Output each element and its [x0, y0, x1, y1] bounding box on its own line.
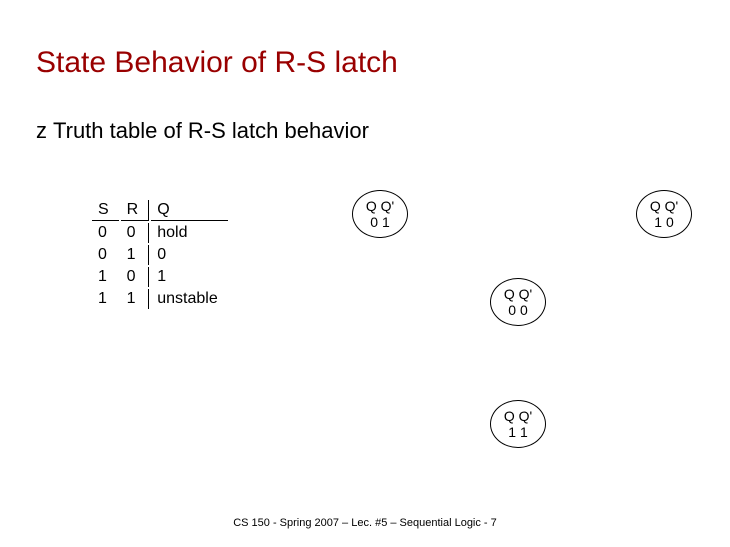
state-label-header: Q Q'	[491, 286, 545, 302]
state-label-header: Q Q'	[491, 408, 545, 424]
cell-r: 1	[121, 289, 150, 309]
cell-q: 0	[151, 245, 228, 265]
state-label-value: 1 1	[491, 424, 545, 440]
table-row: 1 1 unstable	[92, 289, 228, 309]
cell-r: 1	[121, 245, 150, 265]
header-r: R	[121, 200, 150, 221]
state-node-00: Q Q' 0 0	[490, 278, 546, 326]
bullet-line: zTruth table of R-S latch behavior	[36, 118, 369, 144]
cell-s: 1	[92, 289, 119, 309]
state-label-value: 1 0	[637, 214, 691, 230]
cell-r: 0	[121, 223, 150, 243]
cell-q: hold	[151, 223, 228, 243]
table-row: 1 0 1	[92, 267, 228, 287]
bullet-text: Truth table of R-S latch behavior	[53, 118, 369, 143]
cell-r: 0	[121, 267, 150, 287]
table-row: 0 1 0	[92, 245, 228, 265]
state-node-11: Q Q' 1 1	[490, 400, 546, 448]
cell-s: 1	[92, 267, 119, 287]
state-label-header: Q Q'	[353, 198, 407, 214]
table-row: 0 0 hold	[92, 223, 228, 243]
state-node-01: Q Q' 0 1	[352, 190, 408, 238]
table-header-row: S R Q	[92, 200, 228, 221]
state-label-value: 0 0	[491, 302, 545, 318]
cell-q: 1	[151, 267, 228, 287]
slide-footer: CS 150 - Spring 2007 – Lec. #5 – Sequent…	[0, 517, 730, 529]
header-q: Q	[151, 200, 228, 221]
bullet-glyph-icon: z	[36, 118, 47, 143]
header-s: S	[92, 200, 119, 221]
slide-title: State Behavior of R-S latch	[36, 46, 398, 80]
state-label-value: 0 1	[353, 214, 407, 230]
state-node-10: Q Q' 1 0	[636, 190, 692, 238]
cell-s: 0	[92, 245, 119, 265]
state-label-header: Q Q'	[637, 198, 691, 214]
cell-q: unstable	[151, 289, 228, 309]
truth-table: S R Q 0 0 hold 0 1 0 1 0 1 1 1 unstable	[90, 198, 230, 311]
cell-s: 0	[92, 223, 119, 243]
